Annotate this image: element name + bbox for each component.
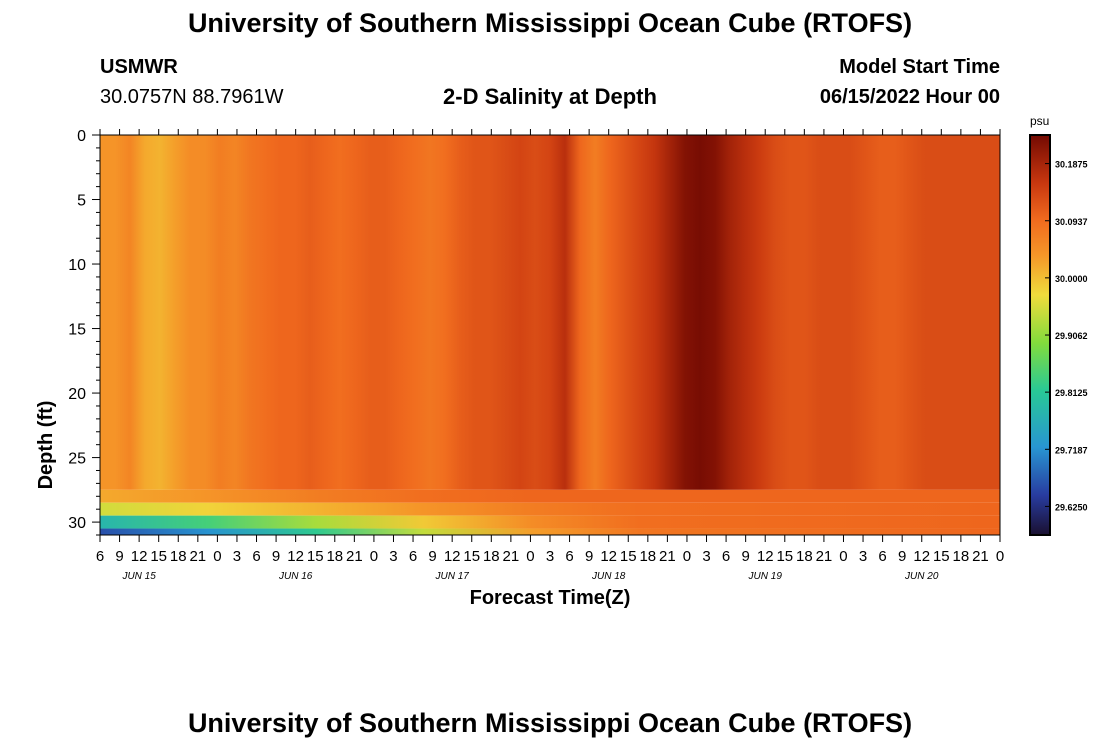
x-day-label: JUN 16 xyxy=(278,571,313,582)
heatmap-cells xyxy=(100,135,1000,535)
x-tick-label: 21 xyxy=(659,548,676,565)
station-coords: 30.0757N 88.7961W xyxy=(100,86,284,108)
x-tick-label: 18 xyxy=(326,548,343,565)
x-tick-label: 18 xyxy=(639,548,656,565)
colorbar: 30.1875 30.0937 30.0000 29.9062 29.8125 29.71… xyxy=(1029,134,1088,536)
x-day-label: JUN 20 xyxy=(904,571,939,582)
y-tick-label: 10 xyxy=(68,257,86,274)
page-title: University of Southern Mississippi Ocean… xyxy=(187,8,913,38)
y-tick-label: 15 xyxy=(68,322,86,339)
x-tick-label: 9 xyxy=(741,548,749,565)
x-tick-label: 6 xyxy=(96,548,104,565)
colorbar-tick-label: 29.7187 xyxy=(1055,445,1088,455)
x-tick-label: 0 xyxy=(996,548,1004,565)
colorbar-unit: psu xyxy=(1030,114,1049,128)
colorbar-tick-label: 30.0937 xyxy=(1055,217,1088,227)
x-tick-label: 6 xyxy=(722,548,730,565)
x-day-label: JUN 18 xyxy=(591,571,626,582)
y-tick-label: 5 xyxy=(77,193,86,210)
x-tick-label: 9 xyxy=(898,548,906,565)
colorbar-tick-label: 30.1875 xyxy=(1055,160,1088,170)
x-day-label: JUN 19 xyxy=(748,571,783,582)
x-tick-label: 0 xyxy=(683,548,691,565)
x-tick-label: 12 xyxy=(600,548,617,565)
x-tick-label: 3 xyxy=(859,548,867,565)
x-tick-label: 15 xyxy=(307,548,324,565)
x-tick-label: 6 xyxy=(409,548,417,565)
model-start-time: 06/15/2022 Hour 00 xyxy=(819,86,1000,108)
x-tick-label: 15 xyxy=(620,548,637,565)
x-day-label: JUN 15 xyxy=(121,571,156,582)
heatmap-bottom-layer xyxy=(100,528,1000,535)
y-tick-label: 0 xyxy=(77,128,86,145)
x-tick-label: 18 xyxy=(796,548,813,565)
x-tick-label: 3 xyxy=(702,548,710,565)
y-tick-label: 25 xyxy=(68,451,86,468)
x-tick-label: 15 xyxy=(776,548,793,565)
x-tick-label: 18 xyxy=(483,548,500,565)
x-tick-label: 21 xyxy=(346,548,363,565)
x-tick-label: 6 xyxy=(878,548,886,565)
y-tick-label: 30 xyxy=(68,515,86,532)
station-id: USMWR xyxy=(100,56,178,78)
x-tick-label: 21 xyxy=(189,548,206,565)
colorbar-tick-label: 29.9062 xyxy=(1055,331,1088,341)
x-tick-label: 18 xyxy=(170,548,187,565)
x-axis-label: Forecast Time(Z) xyxy=(470,587,631,609)
x-tick-label: 21 xyxy=(972,548,989,565)
plot-title: 2-D Salinity at Depth xyxy=(443,84,657,109)
x-day-label: JUN 17 xyxy=(434,571,469,582)
heatmap-bottom-layer xyxy=(100,515,1000,529)
x-tick-label: 9 xyxy=(585,548,593,565)
heatmap-bottom-layer xyxy=(100,489,1000,503)
x-tick-label: 15 xyxy=(933,548,950,565)
x-tick-label: 12 xyxy=(757,548,774,565)
x-tick-label: 18 xyxy=(953,548,970,565)
x-tick-label: 12 xyxy=(913,548,930,565)
y-tick-label: 20 xyxy=(68,386,86,403)
x-tick-label: 6 xyxy=(252,548,260,565)
heatmap-bottom-layer xyxy=(100,502,1000,516)
x-tick-label: 9 xyxy=(272,548,280,565)
x-tick-label: 0 xyxy=(213,548,221,565)
x-tick-label: 3 xyxy=(546,548,554,565)
x-tick-label: 12 xyxy=(131,548,148,565)
x-tick-label: 21 xyxy=(816,548,833,565)
x-tick-label: 9 xyxy=(115,548,123,565)
x-tick-label: 0 xyxy=(526,548,534,565)
x-tick-label: 3 xyxy=(233,548,241,565)
x-tick-label: 6 xyxy=(565,548,573,565)
colorbar-tick-label: 29.8125 xyxy=(1055,388,1088,398)
x-tick-label: 15 xyxy=(150,548,167,565)
model-start-label: Model Start Time xyxy=(839,56,1000,78)
x-tick-label: 9 xyxy=(428,548,436,565)
x-tick-label: 12 xyxy=(444,548,461,565)
x-tick-label: 0 xyxy=(370,548,378,565)
x-tick-label: 0 xyxy=(839,548,847,565)
footer-title: University of Southern Mississippi Ocean… xyxy=(187,708,913,738)
x-tick-label: 12 xyxy=(287,548,304,565)
heatmap-upper-layer xyxy=(100,135,1000,490)
x-tick-label: 3 xyxy=(389,548,397,565)
colorbar-tick-label: 29.6250 xyxy=(1055,502,1088,512)
x-tick-label: 21 xyxy=(503,548,520,565)
colorbar-tick-label: 30.0000 xyxy=(1055,274,1088,284)
x-tick-label: 15 xyxy=(463,548,480,565)
y-axis-label: Depth (ft) xyxy=(35,401,57,490)
